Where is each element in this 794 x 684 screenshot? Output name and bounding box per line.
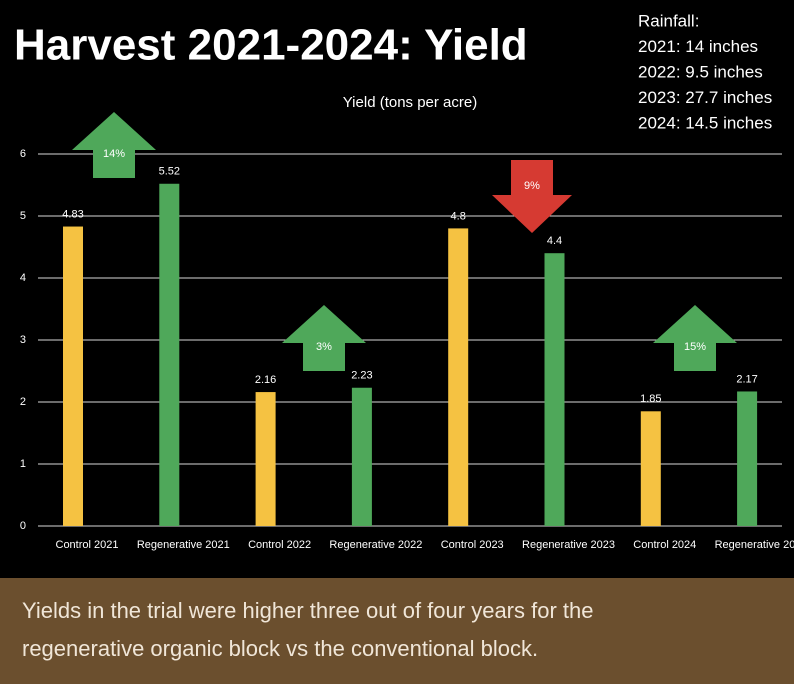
x-tick-label: Control 2024 [633,539,696,551]
chart-subtitle: Yield (tons per acre) [343,94,478,111]
data-label: 4.83 [62,208,83,220]
caption-text: Yields in the trial were higher three ou… [22,598,593,623]
bar [63,226,83,527]
x-tick-label: Regenerative 2021 [137,539,230,551]
x-tick-label: Control 2022 [248,539,311,551]
caption-text: regenerative organic block vs the conven… [22,636,538,661]
y-tick-label: 6 [20,148,26,160]
data-label: 2.23 [351,370,372,382]
x-tick-label: Control 2023 [441,539,504,551]
data-label: 5.52 [159,166,180,178]
data-label: 2.17 [736,373,757,385]
arrow [492,160,572,233]
data-label: 2.16 [255,374,276,386]
arrow [282,305,366,371]
data-label: 4.8 [451,210,466,222]
data-label: 4.4 [547,235,562,247]
y-tick-label: 5 [20,210,26,222]
rainfall-text: 2024: 14.5 inches [638,113,772,132]
arrow [653,305,737,371]
x-tick-label: Control 2021 [56,539,119,551]
bar [255,392,276,526]
arrow-label: 14% [103,148,125,160]
x-tick-label: Regenerative 2024 [715,539,794,551]
y-tick-label: 4 [20,272,26,284]
y-tick-label: 2 [20,396,26,408]
y-tick-label: 1 [20,458,26,470]
x-tick-label: Regenerative 2022 [329,539,422,551]
bar [640,411,661,526]
bar [159,183,180,526]
arrow-label: 9% [524,180,540,192]
bar [351,387,372,526]
y-tick-label: 0 [20,520,26,532]
data-label: 1.85 [640,393,661,405]
bar [544,253,565,526]
arrow-label: 15% [684,341,706,353]
arrow [72,112,156,178]
y-tick-label: 3 [20,334,26,346]
arrow-label: 3% [316,341,332,353]
rainfall-text: 2021: 14 inches [638,37,758,56]
caption-background [0,578,794,684]
bar [737,391,758,526]
chart-background [0,0,794,578]
rainfall-text: 2022: 9.5 inches [638,62,763,81]
rainfall-text: 2023: 27.7 inches [638,88,772,107]
rainfall-text: Rainfall: [638,11,699,30]
x-tick-label: Regenerative 2023 [522,539,615,551]
bar [448,228,469,526]
chart-title: Harvest 2021-2024: Yield [14,21,528,70]
